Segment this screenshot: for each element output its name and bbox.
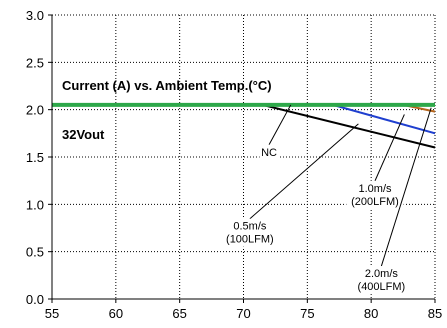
annotation-leader: [380, 107, 432, 267]
x-tick-label: 75: [300, 306, 314, 321]
annotation-label: (400LFM): [358, 281, 406, 293]
y-tick-label: 2.0: [26, 103, 44, 118]
y-tick-label: 3.0: [26, 8, 44, 23]
annotation-label: (100LFM): [226, 234, 274, 246]
annotation-box: [346, 180, 404, 209]
y-tick-label: 0.0: [26, 292, 44, 307]
annotation-box: [352, 266, 410, 295]
x-tick-label: 60: [109, 306, 123, 321]
x-tick-label: 55: [45, 306, 59, 321]
y-tick-label: 2.5: [26, 55, 44, 70]
annotation-leader: [249, 123, 359, 220]
y-tick-label: 1.5: [26, 150, 44, 165]
axes: 0.0 0.5 1.0 1.5 2.0 2.5 3.0 55 60 65 70 75 80 85: [26, 8, 442, 321]
annotation-label: (200LFM): [351, 196, 399, 208]
annotation-label: 2.0m/s: [365, 268, 399, 280]
annotation-label: 1.0m/s: [358, 183, 392, 195]
annotation-layer: NC 1.0m/s(200LFM) 0.5m/s(100LFM) 2.0m/s(400…: [221, 104, 432, 295]
series-layer: [52, 102, 436, 149]
grid: [51, 14, 436, 300]
y-tick-label: 1.0: [26, 197, 44, 212]
annotation-box: [259, 144, 279, 160]
annotation-leader: [268, 104, 292, 146]
x-tick-label: 80: [364, 306, 378, 321]
annotation-leader: [374, 114, 405, 182]
annotation-label: 0.5m/s: [233, 221, 267, 233]
chart-title: Current (A) vs. Ambient Temp.(°C): [62, 78, 272, 93]
y-tick-label: 0.5: [26, 245, 44, 260]
chart-subtitle: 32Vout: [62, 127, 105, 142]
x-tick-label: 85: [428, 306, 442, 321]
x-tick-label: 70: [236, 306, 250, 321]
annotation-label: NC: [261, 147, 277, 159]
x-tick-label: 65: [172, 306, 186, 321]
annotation-box: [221, 218, 279, 247]
